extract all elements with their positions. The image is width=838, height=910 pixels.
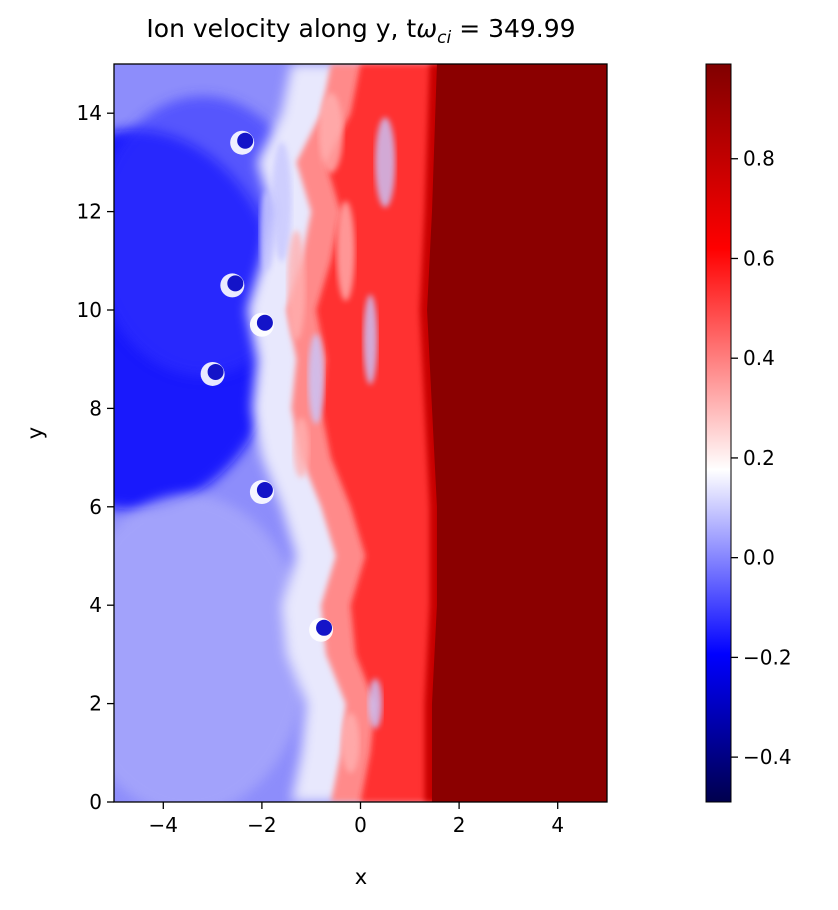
y-tick-label: 0 [89, 790, 102, 814]
x-axis: −4 −2 0 2 4 [149, 802, 564, 837]
colorbar-tick-label: 0.4 [743, 346, 775, 370]
field-wisp [368, 678, 383, 729]
colorbar-ticks: −0.4 −0.2 0.0 0.2 0.4 0.6 0.8 [731, 147, 792, 769]
y-axis-label: y [23, 427, 47, 439]
colorbar-tick-label: 0.2 [743, 446, 775, 470]
y-tick-label: 14 [77, 101, 102, 125]
y-tick-label: 12 [77, 200, 102, 224]
title-prefix: Ion velocity along y, t [146, 14, 417, 43]
y-tick-label: 8 [89, 396, 102, 420]
title-omega: ω [416, 14, 438, 43]
title-subscript: ci [437, 28, 452, 48]
heatmap [114, 64, 607, 802]
y-axis: 0 2 4 6 8 10 12 14 [77, 101, 114, 814]
field-wisp [308, 333, 325, 424]
colorbar [705, 63, 732, 803]
field-wisp [336, 200, 355, 301]
x-tick-label: 0 [354, 813, 367, 837]
y-tick-label: 4 [89, 593, 102, 617]
title-suffix: = 349.99 [451, 14, 576, 43]
field-wisp [341, 712, 360, 773]
field-wisp [259, 191, 274, 272]
vortex-core [207, 363, 224, 380]
field-wisp [271, 141, 292, 262]
y-tick-label: 6 [89, 495, 102, 519]
field-wisp [293, 417, 310, 478]
colorbar-tick-label: 0.6 [743, 246, 775, 270]
field-dark-red [427, 64, 607, 802]
colorbar-tick-label: 0.0 [743, 546, 775, 570]
vortex-core [256, 482, 273, 499]
x-tick-label: −4 [149, 813, 178, 837]
field-wisp [318, 92, 343, 173]
x-axis-label: x [355, 865, 367, 889]
vortex-core [316, 619, 333, 636]
x-tick-label: 4 [551, 813, 564, 837]
field-wisp [375, 117, 396, 208]
x-tick-label: 2 [453, 813, 466, 837]
field-wisp [287, 230, 306, 341]
field-blue-light [114, 494, 308, 802]
colorbar-tick-label: 0.8 [743, 147, 775, 171]
y-tick-label: 10 [77, 298, 102, 322]
vortex-core [256, 314, 273, 331]
vortex-core [227, 275, 244, 292]
field-wisp [363, 294, 378, 385]
colorbar-tick-label: −0.2 [743, 645, 792, 669]
x-tick-label: −2 [247, 813, 276, 837]
vortex-core [237, 132, 254, 149]
chart-title: Ion velocity along y, tωci = 349.99 [0, 14, 722, 48]
colorbar-tick-label: −0.4 [743, 745, 792, 769]
y-tick-label: 2 [89, 692, 102, 716]
